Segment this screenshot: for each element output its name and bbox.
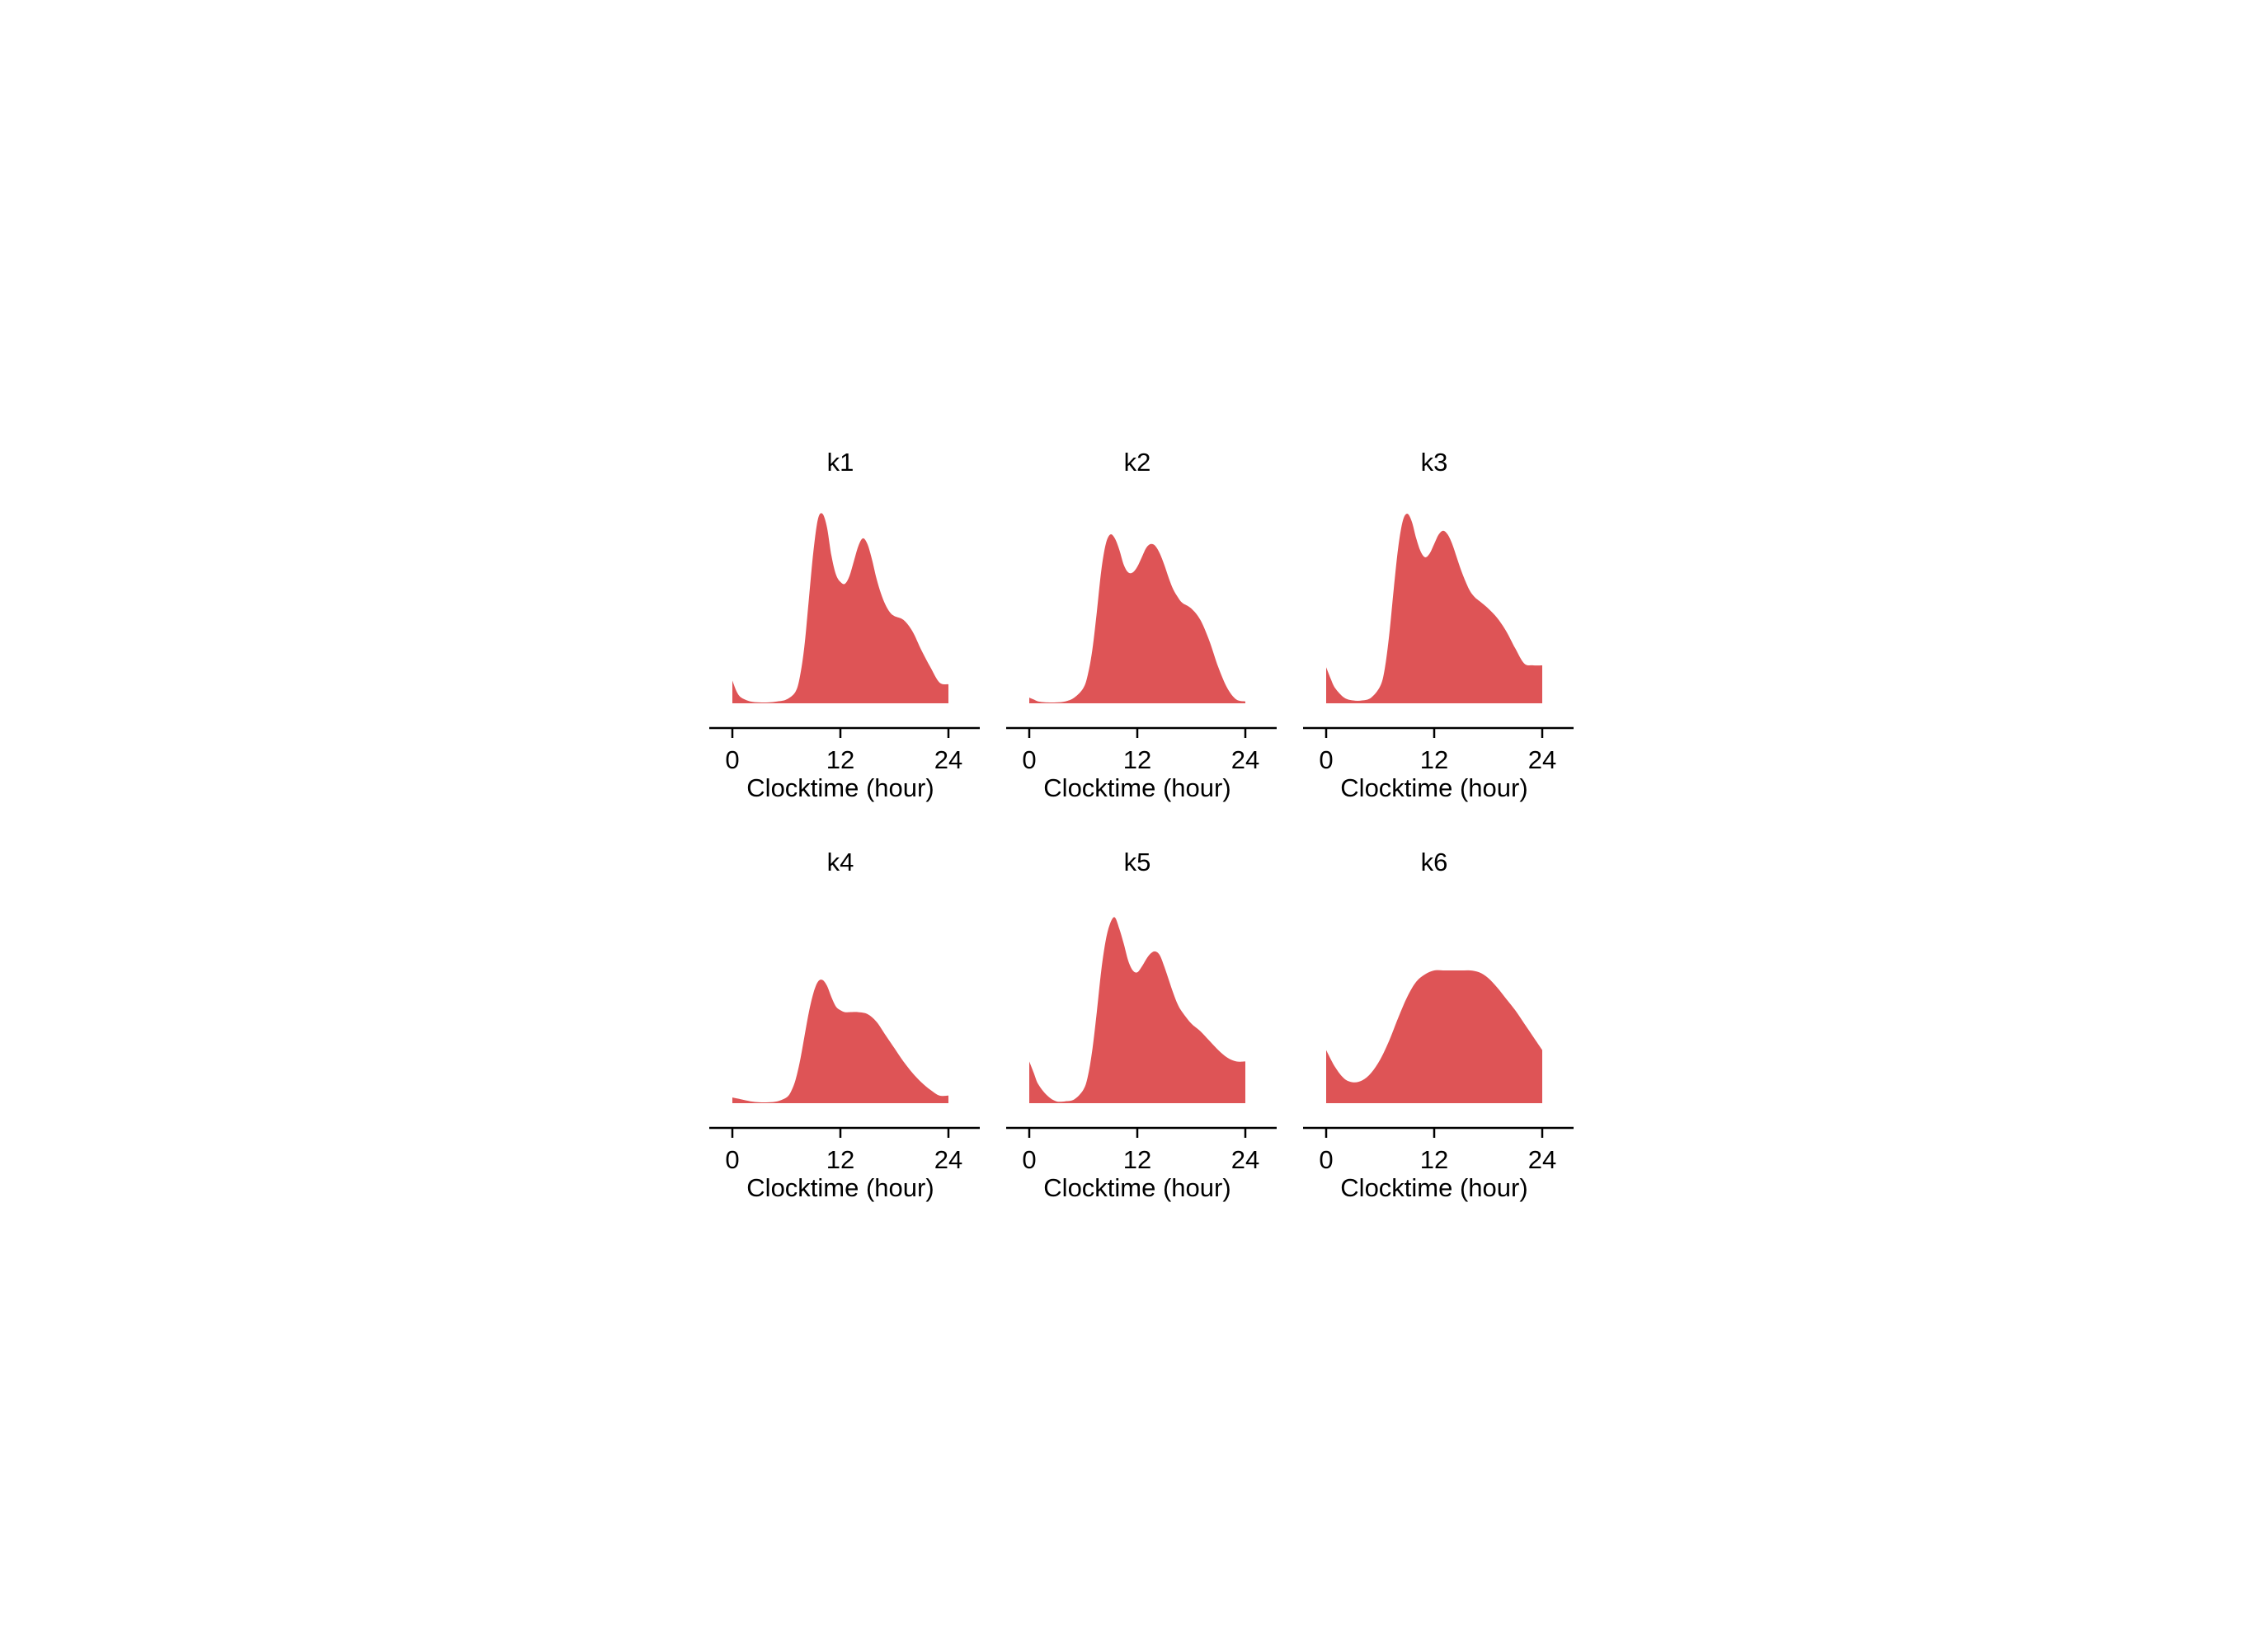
panel-title: k3 bbox=[1421, 448, 1448, 477]
panel-title: k1 bbox=[827, 448, 854, 477]
density-area bbox=[1029, 534, 1245, 703]
x-axis-label: Clocktime (hour) bbox=[1340, 1173, 1527, 1202]
density-area bbox=[732, 980, 948, 1103]
x-axis-label: Clocktime (hour) bbox=[1043, 773, 1230, 802]
density-area bbox=[1326, 514, 1542, 703]
x-tick-label: 12 bbox=[1123, 1145, 1151, 1174]
x-tick-label: 12 bbox=[826, 1145, 854, 1174]
x-tick-label: 0 bbox=[1022, 745, 1036, 774]
x-axis-label: Clocktime (hour) bbox=[1340, 773, 1527, 802]
x-tick-label: 0 bbox=[1319, 745, 1333, 774]
panel-title: k4 bbox=[827, 848, 854, 876]
x-tick-label: 0 bbox=[1022, 1145, 1036, 1174]
panel-title: k2 bbox=[1124, 448, 1151, 477]
density-area bbox=[732, 513, 948, 703]
x-tick-label: 24 bbox=[934, 745, 962, 774]
x-tick-label: 0 bbox=[725, 745, 739, 774]
x-tick-label: 24 bbox=[1231, 745, 1259, 774]
x-axis-label: Clocktime (hour) bbox=[746, 1173, 934, 1202]
density-area bbox=[1029, 917, 1245, 1103]
x-tick-label: 0 bbox=[725, 1145, 739, 1174]
x-tick-label: 12 bbox=[1420, 745, 1448, 774]
x-tick-label: 24 bbox=[934, 1145, 962, 1174]
panel-title: k6 bbox=[1421, 848, 1448, 876]
x-tick-label: 12 bbox=[1420, 1145, 1448, 1174]
density-area bbox=[1326, 970, 1542, 1103]
x-axis-label: Clocktime (hour) bbox=[746, 773, 934, 802]
x-tick-label: 24 bbox=[1528, 745, 1556, 774]
x-tick-label: 0 bbox=[1319, 1145, 1333, 1174]
x-tick-label: 24 bbox=[1528, 1145, 1556, 1174]
x-tick-label: 24 bbox=[1231, 1145, 1259, 1174]
panel-title: k5 bbox=[1124, 848, 1151, 876]
x-axis-label: Clocktime (hour) bbox=[1043, 1173, 1230, 1202]
x-tick-label: 12 bbox=[826, 745, 854, 774]
x-tick-label: 12 bbox=[1123, 745, 1151, 774]
